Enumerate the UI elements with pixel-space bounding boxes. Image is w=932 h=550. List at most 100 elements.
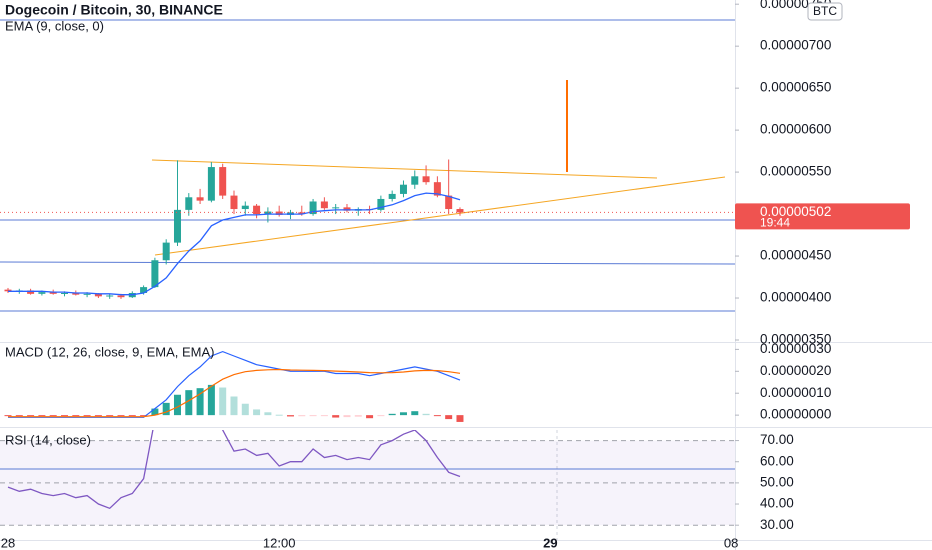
histogram-bar — [320, 415, 328, 417]
candle-body — [219, 167, 227, 196]
histogram-bar — [196, 388, 204, 416]
candle-body — [72, 292, 80, 295]
histogram-bar — [298, 415, 306, 417]
candle-body — [253, 205, 261, 215]
candle-body — [162, 242, 170, 261]
histogram-bar — [309, 415, 317, 417]
y-tick-label: 0.00000450 — [760, 248, 831, 263]
candle-body — [241, 205, 249, 210]
histogram-bar — [38, 415, 46, 417]
histogram-bar — [354, 415, 362, 417]
trend-line — [151, 159, 658, 179]
histogram-bar — [60, 415, 68, 417]
candle-body — [4, 289, 12, 292]
series-layer: 0.000003500.000004000.000004500.00000500… — [0, 0, 831, 550]
y-tick-label: 0.00000020 — [760, 363, 831, 378]
candle-body — [230, 195, 238, 210]
histogram-bar — [377, 415, 385, 417]
x-tick-label: 29 — [543, 535, 557, 550]
candle-body — [388, 193, 396, 199]
candle-body — [422, 176, 430, 183]
histogram-bar — [128, 415, 136, 417]
histogram-bar — [83, 415, 91, 417]
trend-line — [154, 176, 726, 256]
candle-body — [117, 295, 125, 298]
candle-body — [140, 287, 148, 293]
candle-body — [456, 209, 464, 213]
candle-body — [27, 290, 35, 294]
histogram-bar — [230, 396, 238, 416]
x-tick-label: 12:00 — [263, 535, 296, 550]
currency-badge[interactable] — [807, 2, 843, 21]
candle-body — [185, 197, 193, 210]
histogram-bar — [151, 408, 159, 416]
candle-body — [49, 292, 57, 294]
pane — [0, 430, 735, 526]
candle-body — [275, 211, 283, 215]
candle-body — [173, 209, 181, 243]
histogram-bar — [106, 415, 114, 417]
x-tick-label: 08 — [724, 535, 738, 550]
price-label: 0.00000502 — [760, 204, 831, 219]
histogram-bar — [219, 387, 227, 416]
y-tick-label: 30.00 — [760, 517, 794, 532]
histogram-bar — [399, 412, 407, 416]
pane — [0, 159, 735, 299]
candle-body — [38, 292, 46, 294]
y-tick-label: 0.00000400 — [760, 290, 831, 305]
candle-body — [196, 197, 204, 201]
indicator-label: EMA (9, close, 0) — [5, 18, 104, 33]
y-tick-label: 60.00 — [760, 453, 794, 468]
y-tick-label: 0.00000550 — [760, 164, 831, 179]
candle-body — [320, 201, 328, 209]
currency-label[interactable]: BTC — [813, 4, 837, 18]
candle-body — [151, 260, 159, 288]
histogram-bar — [162, 402, 170, 416]
price-box — [735, 203, 910, 230]
y-tick-label: 0.00000350 — [760, 332, 831, 347]
histogram-bar — [253, 409, 261, 416]
macd-title: MACD (12, 26, close, 9, EMA, EMA) — [5, 344, 215, 359]
histogram-bar — [433, 415, 441, 417]
histogram-bar — [456, 415, 464, 422]
candle-body — [298, 212, 306, 215]
candle-body — [94, 293, 102, 297]
y-tick-label: 50.00 — [760, 474, 794, 489]
histogram-bar — [388, 413, 396, 416]
histogram-bar — [140, 415, 148, 417]
candle-body — [309, 201, 317, 215]
histogram-bar — [49, 415, 57, 417]
histogram-bar — [185, 390, 193, 416]
chart-title: Dogecoin / Bitcoin, 30, BINANCE — [5, 2, 223, 18]
candle-body — [411, 176, 419, 185]
candle-body — [264, 211, 272, 215]
candle-body — [332, 207, 340, 209]
candle-body — [433, 182, 441, 196]
candle-body — [399, 184, 407, 194]
histogram-bar — [207, 384, 215, 416]
histogram-bar — [422, 413, 430, 416]
candle-body — [83, 293, 91, 295]
histogram-bar — [15, 415, 23, 417]
histogram-bar — [72, 415, 80, 417]
candle-body — [445, 195, 453, 210]
candle-body — [106, 295, 114, 297]
histogram-bar — [286, 415, 294, 417]
histogram-bar — [173, 394, 181, 416]
candle-body — [60, 292, 68, 294]
histogram-bar — [94, 415, 102, 417]
x-tick-label: 28 — [1, 535, 15, 550]
candle-body — [207, 167, 215, 201]
histogram-bar — [343, 415, 351, 418]
pane — [4, 350, 464, 422]
y-tick-label: 0.00000650 — [760, 80, 831, 95]
y-tick-label: 0.00000750 — [760, 0, 831, 11]
histogram-bar — [264, 412, 272, 416]
histogram-bar — [4, 415, 12, 417]
y-tick-label: 0.00000010 — [760, 385, 831, 400]
histogram-bar — [366, 415, 374, 419]
y-tick-label: 0.00000700 — [760, 38, 831, 53]
histogram-bar — [275, 414, 283, 416]
